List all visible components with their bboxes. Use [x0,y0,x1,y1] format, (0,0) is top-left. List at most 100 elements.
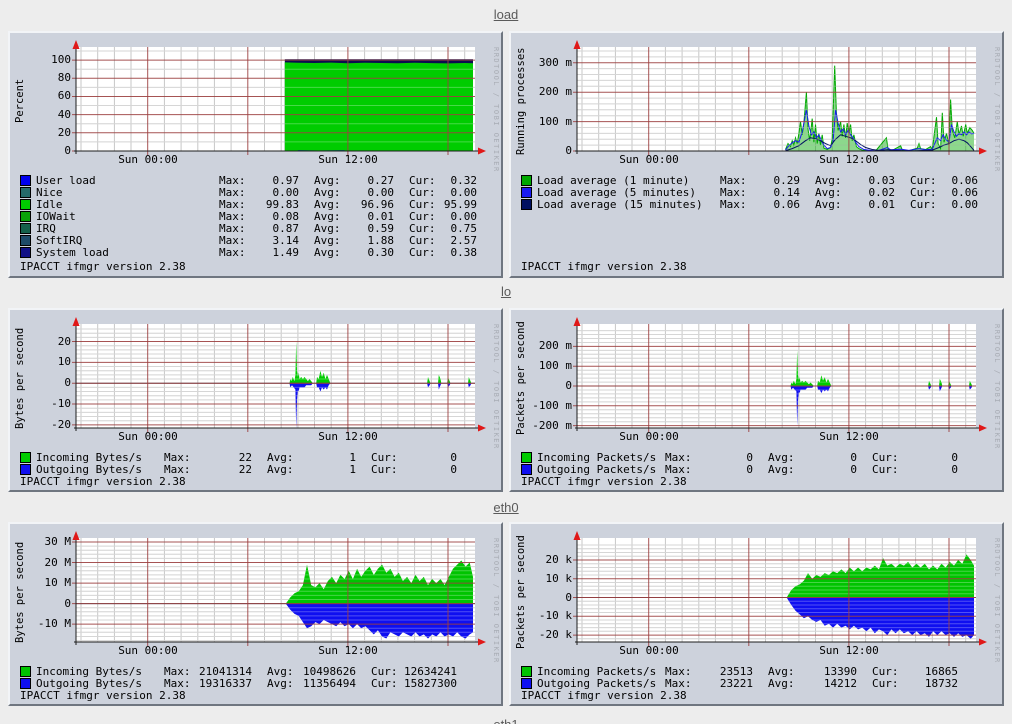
stat-label-avg: Avg: [314,174,341,187]
stat-value-avg: 0.59 [367,222,395,235]
legend-row: Incoming Bytes/s Max: 21041314 Avg: 10498626… [20,666,497,678]
stat-value-avg: 11356494 [303,677,356,690]
stat-value-avg: 1 [349,463,356,476]
rrdtool-watermark: RRDTOOL / TOBI OETIKER [492,47,500,173]
section-link-eth1[interactable]: eth1 [0,717,1012,724]
stat-value-max: 23221 [719,677,753,690]
stat-value-cur: 0.75 [450,222,478,235]
stat-value-cur: 95.99 [443,198,477,211]
stat-value-max: 0.00 [272,186,300,199]
version-line: IPACCT ifmgr version 2.38 [20,689,186,702]
x-tick-label: Sun 12:00 [318,153,378,166]
plot-canvas [573,531,987,646]
y-tick-label: 100 m [538,359,572,372]
y-tick-label: 40 [57,108,71,121]
x-tick-label: Sun 12:00 [819,644,879,657]
legend-series-name: IRQ [36,222,56,235]
stat-label-cur: Cur: [409,246,436,259]
legend-series-name: Load average (5 minutes) [537,186,696,199]
stat-value-cur: 15827300 [404,677,457,690]
rrdtool-watermark: RRDTOOL / TOBI OETIKER [492,324,500,450]
y-tick-label: 10 k [545,572,573,585]
section-link-load[interactable]: load [493,7,519,22]
legend-series-name: User load [36,174,96,187]
stat-label-avg: Avg: [267,451,294,464]
legend-series-name: Nice [36,186,63,199]
stat-value-max: 22 [238,463,252,476]
x-tick-label: Sun 00:00 [619,153,679,166]
y-tick-label: -10 M [37,617,71,630]
stat-label-max: Max: [164,463,191,476]
y-tick-label: 0 [64,144,71,157]
legend-row: System load Max: 1.49 Avg: 0.30 Cur: 0.38 [20,247,497,259]
version-line: IPACCT ifmgr version 2.38 [521,689,687,702]
stat-label-max: Max: [720,198,747,211]
legend-row: Incoming Bytes/s Max: 22 Avg: 1 Cur: 0 [20,452,497,464]
section-link-lo[interactable]: lo [500,284,512,299]
legend-row: SoftIRQ Max: 3.14 Avg: 1.88 Cur: 2.57 [20,235,497,247]
stat-value-max: 0.97 [272,174,300,187]
y-tick-label: 80 [57,71,71,84]
stat-label-cur: Cur: [371,665,398,678]
stat-value-cur: 16865 [924,665,958,678]
stat-label-avg: Avg: [768,463,795,476]
y-tick-label: -20 k [538,628,572,641]
legend-row: Nice Max: 0.00 Avg: 0.00 Cur: 0.00 [20,187,497,199]
y-tick-label: 20 [57,335,71,348]
stat-label-max: Max: [665,665,692,678]
legend-swatch [521,199,532,210]
stat-label-avg: Avg: [815,198,842,211]
x-tick-label: Sun 00:00 [118,153,178,166]
stat-label-avg: Avg: [314,246,341,259]
chart-panel-eth0-bytes: Bytes per second 30 M 20 M 10 M 0 -10 M Sun … [8,522,503,706]
stat-value-max: 23513 [719,665,753,678]
stat-label-max: Max: [219,234,246,247]
stat-label-avg: Avg: [314,222,341,235]
stat-label-max: Max: [219,186,246,199]
stat-label-cur: Cur: [409,174,436,187]
chart-panel-eth0-packets: Packets per second 20 k 10 k 0 -10 k -20 k S… [509,522,1004,706]
stat-label-max: Max: [720,174,747,187]
plot-canvas [72,531,486,646]
stat-value-avg: 96.96 [360,198,394,211]
legend-swatch [20,199,31,210]
legend-row: IOWait Max: 0.08 Avg: 0.01 Cur: 0.00 [20,211,497,223]
x-tick-label: Sun 12:00 [318,430,378,443]
stat-value-max: 0.14 [773,186,801,199]
legend-series-name: Incoming Bytes/s [36,451,142,464]
legend-swatch [521,678,532,689]
stat-label-avg: Avg: [768,451,795,464]
x-tick-label: Sun 00:00 [118,430,178,443]
legend-series-name: IOWait [36,210,76,223]
stat-label-avg: Avg: [267,665,294,678]
legend-swatch [20,223,31,234]
legend-series-name: Outgoing Packets/s [537,677,657,690]
stat-label-avg: Avg: [768,665,795,678]
legend-row: Incoming Packets/s Max: 0 Avg: 0 Cur: 0 [521,452,998,464]
legend-series-name: Load average (1 minute) [537,174,690,187]
stat-label-avg: Avg: [267,677,294,690]
legend-row: Outgoing Bytes/s Max: 19316337 Avg: 11356494… [20,678,497,690]
stat-label-cur: Cur: [409,222,436,235]
stat-label-max: Max: [164,677,191,690]
stat-value-max: 0 [746,451,753,464]
plot-canvas [72,317,486,432]
section-link-eth0[interactable]: eth0 [493,500,519,515]
stat-value-max: 19316337 [199,677,252,690]
chart-legend: User load Max: 0.97 Avg: 0.27 Cur: 0.32 Nice Max… [20,175,497,259]
version-line: IPACCT ifmgr version 2.38 [20,475,186,488]
y-tick-label: 200 m [538,85,572,98]
stat-value-avg: 0.00 [367,186,395,199]
stat-value-max: 21041314 [199,665,252,678]
rrdtool-watermark: RRDTOOL / TOBI OETIKER [993,324,1001,450]
legend-row: Load average (15 minutes) Max: 0.06 Avg: 0.0… [521,199,998,211]
stat-value-cur: 0.00 [951,198,979,211]
y-tick-label: -200 m [532,419,572,432]
legend-swatch [521,175,532,186]
chart-panel-lo-bytes: Bytes per second 20 10 0 -10 -20 Sun 00:00 Su… [8,308,503,492]
legend-row: Idle Max: 99.83 Avg: 96.96 Cur: 95.99 [20,199,497,211]
stat-value-avg: 0 [850,463,857,476]
stat-value-cur: 12634241 [404,665,457,678]
y-tick-label: 20 M [44,556,72,569]
legend-series-name: SoftIRQ [36,234,83,247]
